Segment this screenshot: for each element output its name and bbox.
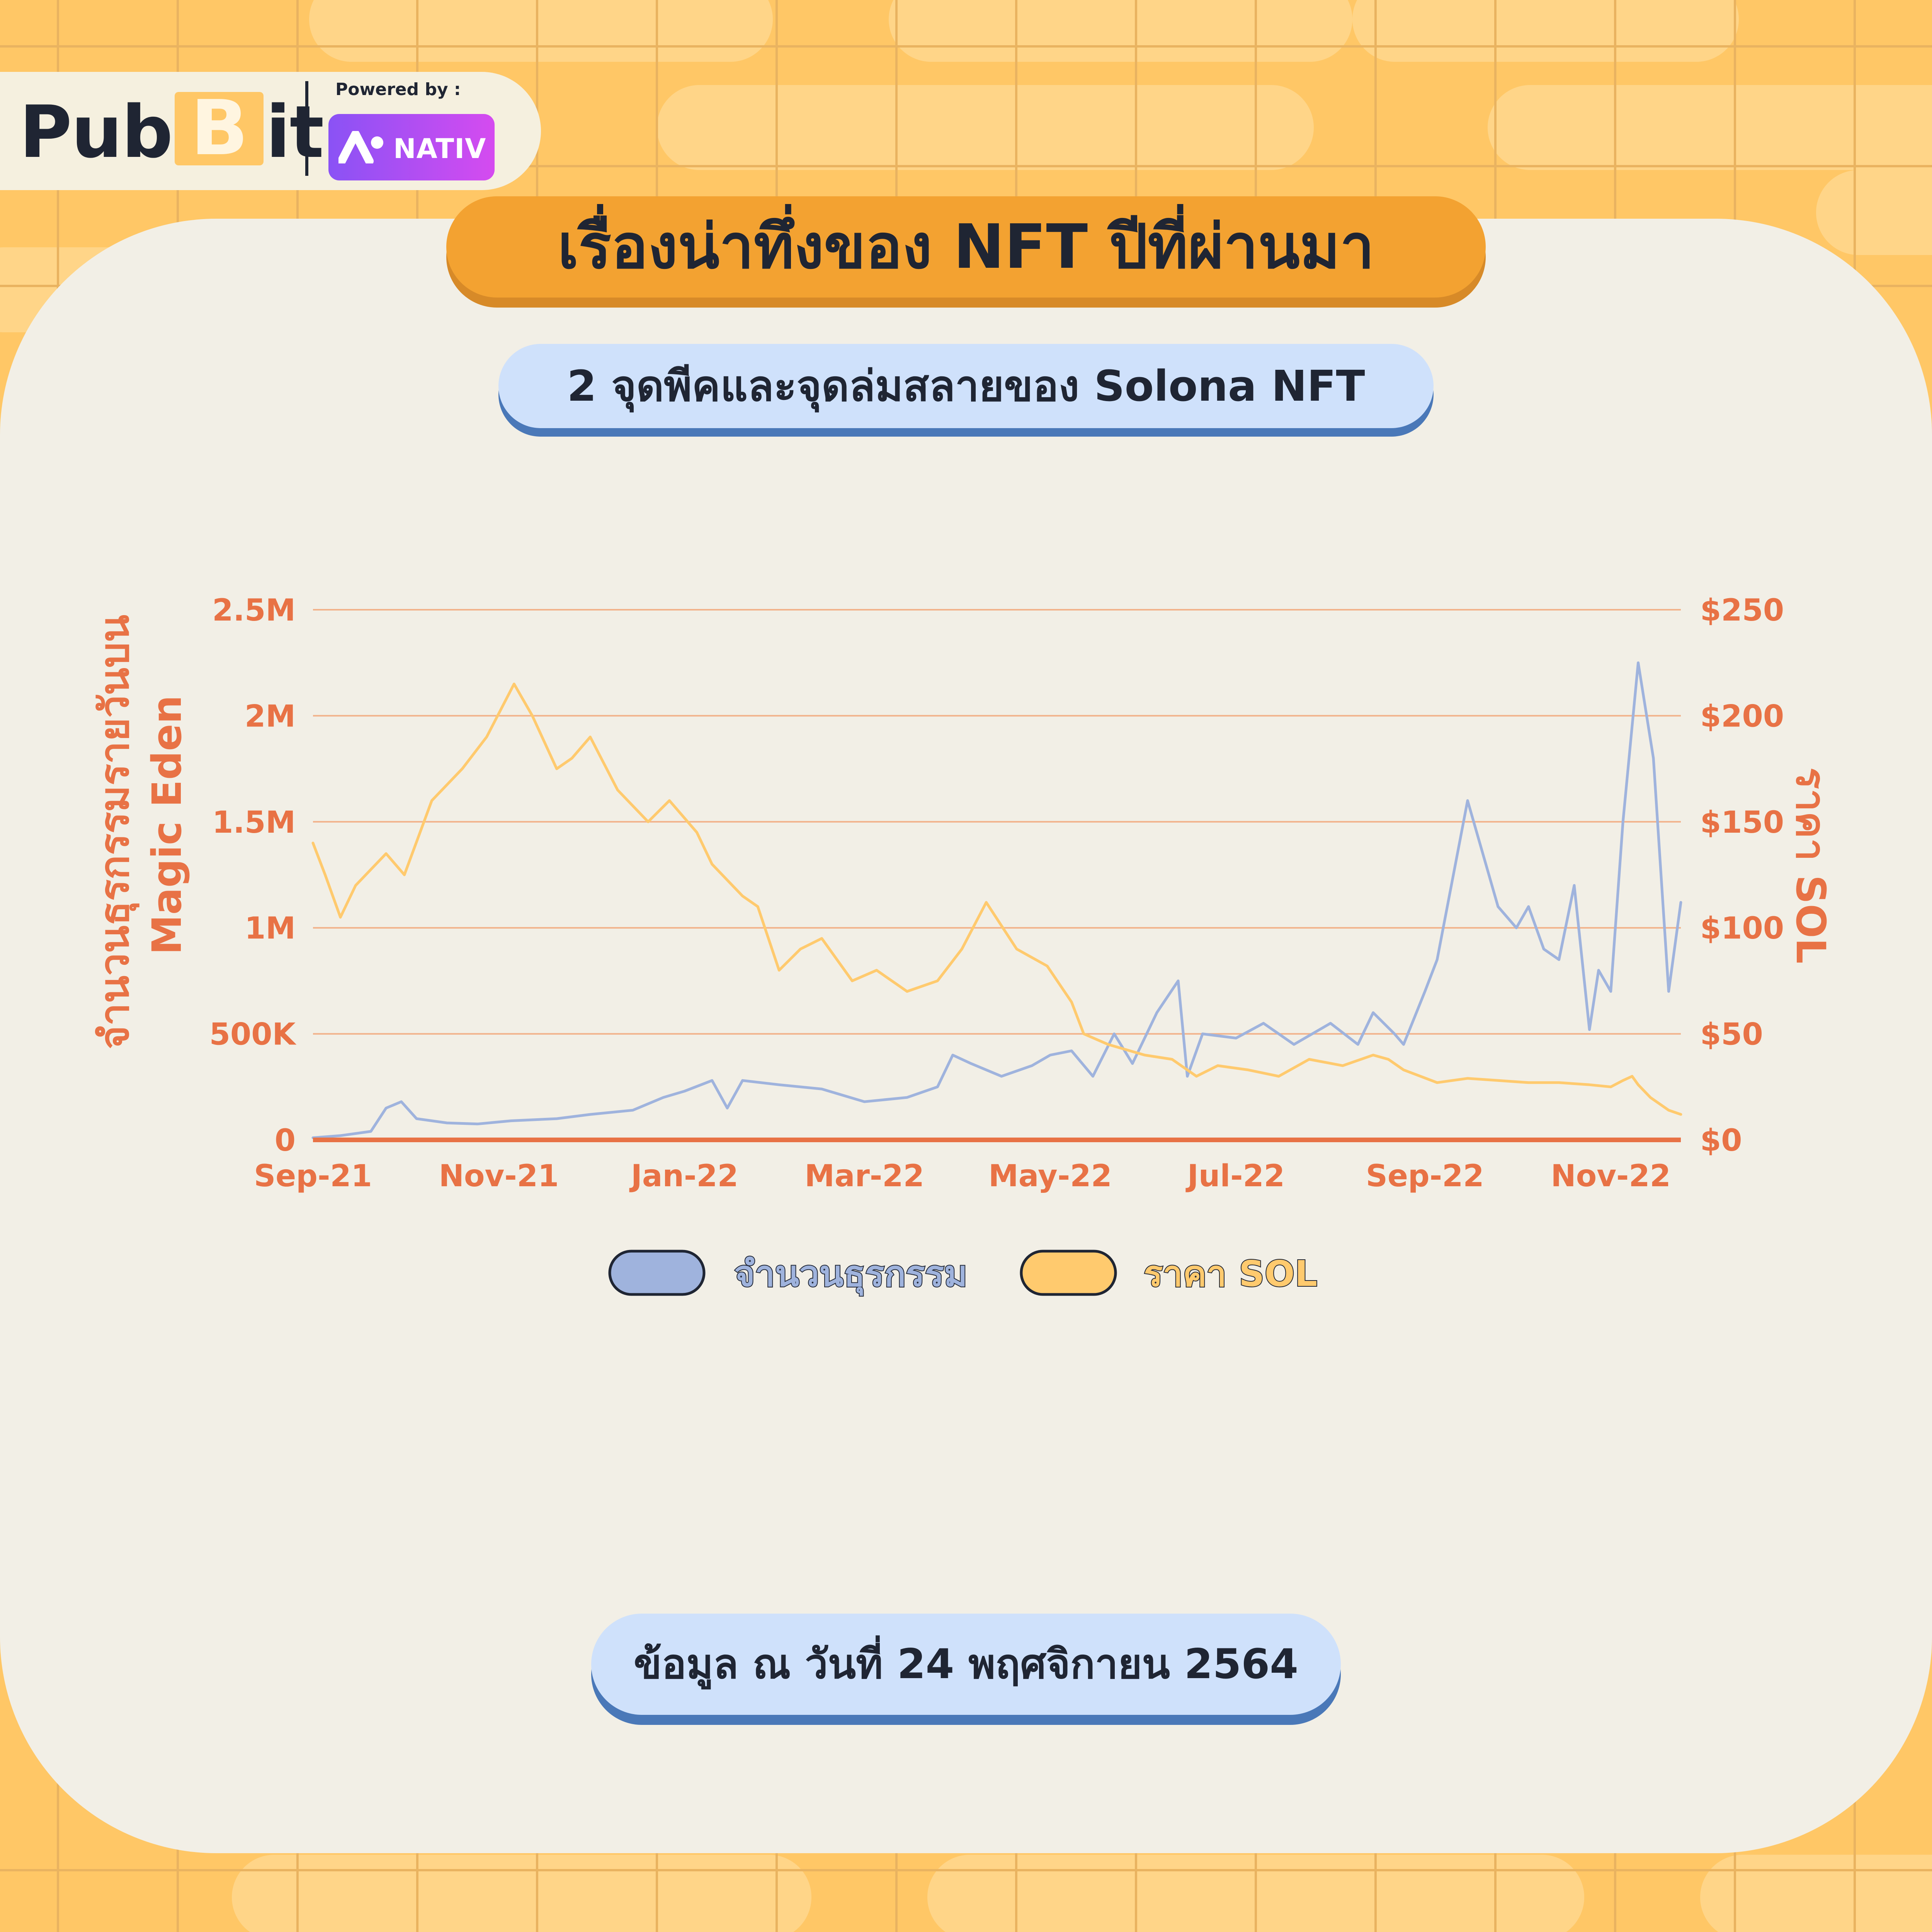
x-tick-label: Sep-22	[1366, 1159, 1484, 1194]
y-left-tick-label: 1M	[245, 911, 296, 946]
y-left-tick-label: 1.5M	[212, 805, 296, 840]
x-tick-label: Sep-21	[254, 1159, 372, 1194]
y-left-tick-label: 2.5M	[212, 593, 296, 628]
right-axis-title: ราคา SOL	[1787, 767, 1834, 964]
y-left-tick-label: 0	[275, 1123, 296, 1158]
legend-swatch-transactions	[608, 1250, 706, 1296]
page-title: เรื่องน่าทึ่งของ NFT ปีที่ผ่านมา	[446, 196, 1486, 298]
x-tick-label: Jan-22	[629, 1159, 738, 1194]
y-right-tick-label: $50	[1700, 1017, 1763, 1052]
x-tick-label: Nov-21	[439, 1159, 559, 1194]
left-axis-title-line-2: Magic Eden	[143, 695, 190, 955]
chart-title: 2 จุดพีคและจุดล่มสลายของ Solona NFT	[498, 344, 1434, 428]
left-axis-title-line-1: จำนวนธุรกรรมรายวันบน	[91, 615, 139, 1049]
axes: 0 $0 500K $50 1M $100 1.5M $150 2M $200 2.5M $250 Se…	[209, 593, 1784, 1194]
x-tick-label: May-22	[988, 1159, 1112, 1194]
legend-label-sol-price: ราคา SOL	[1144, 1253, 1317, 1294]
transactions-line	[311, 661, 1682, 1139]
left-axis-title: จำนวนธุรกรรมรายวันบน Magic Eden	[91, 601, 190, 1049]
y-right-tick-label: $0	[1700, 1123, 1742, 1158]
sol-price-line	[311, 682, 1682, 1116]
x-tick-label: Nov-22	[1551, 1159, 1671, 1194]
legend-label-transactions: จำนวนธุรกรรม	[734, 1253, 968, 1296]
logo-divider	[305, 81, 308, 176]
powered-by-label: Powered by :	[335, 80, 461, 99]
gridlines	[313, 609, 1681, 1035]
legend: จำนวนธุรกรรม ราคา SOL	[608, 1250, 1318, 1297]
y-right-tick-label: $100	[1700, 911, 1784, 946]
y-right-tick-label: $150	[1700, 805, 1784, 840]
y-right-tick-label: $250	[1700, 593, 1784, 628]
y-right-tick-label: $200	[1700, 699, 1784, 734]
y-left-tick-label: 2M	[245, 699, 296, 734]
nativ-icon	[338, 131, 383, 163]
data-date-note: ข้อมูล ณ วันที่ 24 พฤศจิกายน 2564	[591, 1614, 1341, 1715]
nativ-logo: NATIV	[328, 114, 495, 180]
nativ-label: NATIV	[393, 133, 486, 165]
content-card	[0, 219, 1932, 1853]
y-left-tick-label: 500K	[209, 1017, 297, 1052]
series-lines	[311, 661, 1682, 1139]
legend-swatch-sol-price	[1020, 1250, 1117, 1296]
x-tick-label: Mar-22	[804, 1159, 924, 1194]
x-tick-label: Jul-22	[1185, 1159, 1285, 1194]
bitcoin-icon: B	[174, 90, 264, 167]
